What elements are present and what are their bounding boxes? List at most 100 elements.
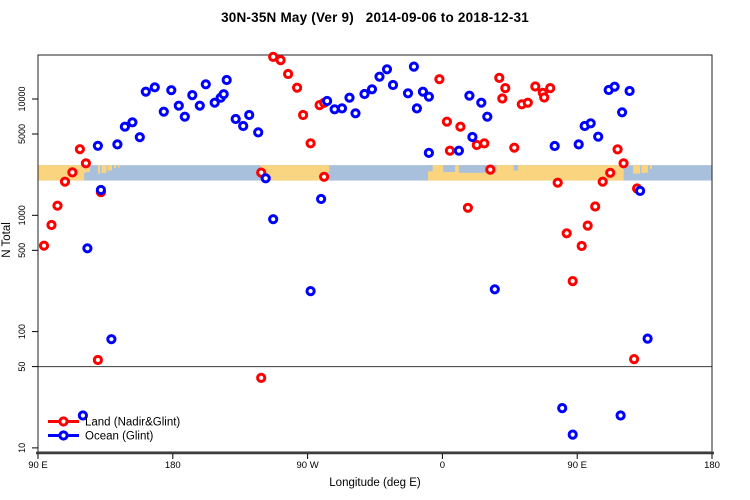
y-axis-title: N Total xyxy=(1,222,13,258)
ocean-data-point xyxy=(464,90,475,101)
y-tick-label: 10 xyxy=(17,443,27,453)
land-data-point xyxy=(38,240,50,251)
ocean-data-point xyxy=(336,103,348,114)
land-data-point xyxy=(509,142,520,153)
ocean-data-point xyxy=(359,88,370,100)
y-tick-label: 10000 xyxy=(17,86,27,111)
ocean-data-point xyxy=(453,145,464,156)
ocean-data-point xyxy=(489,284,500,295)
map-band-ocean-notch xyxy=(428,165,433,172)
legend-label: Ocean (Glint) xyxy=(85,431,154,443)
land-data-point xyxy=(59,176,71,187)
legend-label: Land (Nadir&Glint) xyxy=(85,417,180,429)
map-band-land xyxy=(641,165,648,173)
map-band-ocean-notch xyxy=(443,165,456,173)
land-data-point xyxy=(80,158,92,169)
land-data-point xyxy=(597,176,608,187)
ocean-data-point xyxy=(221,74,232,86)
ocean-data-point xyxy=(567,429,578,440)
land-data-point xyxy=(52,200,63,211)
map-band-ocean-notch xyxy=(458,165,497,173)
ocean-data-point xyxy=(402,88,414,99)
ocean-data-point xyxy=(557,403,568,414)
x-tick-label: 90 E xyxy=(567,460,587,471)
x-tick-label: 0 xyxy=(440,460,445,471)
map-band-land xyxy=(113,165,116,169)
ocean-data-point xyxy=(260,173,271,184)
ocean-data-point xyxy=(134,132,145,143)
map-band-ocean-notch xyxy=(84,172,86,181)
land-data-point xyxy=(522,97,533,108)
land-data-point xyxy=(545,83,556,94)
x-tick-label: 90 W xyxy=(297,460,319,471)
ocean-data-point xyxy=(374,71,385,82)
ocean-data-point xyxy=(423,147,434,158)
y-tick-label: 100 xyxy=(17,324,27,339)
land-data-point xyxy=(567,276,578,287)
ocean-data-point xyxy=(350,108,361,119)
ocean-data-point xyxy=(194,100,205,111)
land-data-point xyxy=(479,138,490,149)
ocean-data-point xyxy=(609,81,620,92)
land-data-point xyxy=(292,82,303,93)
map-band-land xyxy=(265,172,325,177)
ocean-data-point xyxy=(200,79,211,90)
ocean-data-point xyxy=(179,111,190,122)
map-band-land xyxy=(260,165,330,173)
ocean-data-point xyxy=(585,118,596,129)
ocean-data-point xyxy=(617,107,628,118)
ocean-data-point xyxy=(230,113,241,125)
ocean-data-point xyxy=(166,85,177,96)
legend-key-marker xyxy=(58,430,69,441)
ocean-data-point xyxy=(615,410,626,421)
land-data-point xyxy=(455,121,466,132)
land-data-point xyxy=(485,164,496,175)
ocean-data-point xyxy=(218,89,229,100)
land-data-point xyxy=(561,228,572,239)
ocean-data-point xyxy=(316,193,327,205)
map-band-ocean-notch xyxy=(513,165,519,171)
ocean-data-point xyxy=(467,131,478,143)
map-band-land xyxy=(117,165,120,168)
ocean-data-point xyxy=(149,82,160,93)
y-tick-label: 5000 xyxy=(17,124,27,144)
x-tick-label: 180 xyxy=(704,460,720,471)
ocean-data-point xyxy=(411,103,422,114)
y-tick-label: 1000 xyxy=(17,205,27,225)
ocean-data-point xyxy=(635,185,646,196)
ocean-data-point xyxy=(642,333,653,344)
land-data-point xyxy=(444,145,455,156)
ocean-data-point xyxy=(173,100,184,111)
ocean-data-point xyxy=(624,85,635,97)
land-data-point xyxy=(605,167,616,178)
ocean-data-point xyxy=(112,139,123,150)
land-data-point xyxy=(590,201,601,212)
land-data-point xyxy=(319,171,330,182)
ocean-data-point xyxy=(482,111,493,122)
land-data-point xyxy=(305,138,316,149)
ocean-data-point xyxy=(77,410,89,421)
ocean-data-point xyxy=(387,79,399,91)
land-data-point xyxy=(500,83,511,94)
ocean-data-point xyxy=(127,117,138,128)
y-tick-label: 500 xyxy=(17,243,27,258)
ocean-data-point xyxy=(549,140,560,152)
ocean-data-point xyxy=(573,139,584,150)
land-data-point xyxy=(494,72,505,84)
x-tick-label: 180 xyxy=(165,460,181,471)
legend-key-marker xyxy=(58,416,69,427)
ocean-data-point xyxy=(244,109,255,121)
ocean-data-point xyxy=(408,61,419,72)
land-data-point xyxy=(67,167,78,178)
land-data-point xyxy=(497,93,508,104)
land-data-point xyxy=(441,116,452,127)
ocean-data-point xyxy=(140,86,151,97)
x-axis-title: Longitude (deg E) xyxy=(329,477,421,489)
land-data-point xyxy=(92,354,104,366)
land-data-point xyxy=(298,109,309,121)
ocean-data-point xyxy=(106,334,117,345)
y-tick-label: 50 xyxy=(17,362,27,372)
ocean-data-point xyxy=(344,92,355,103)
land-data-point xyxy=(629,354,640,365)
land-data-point xyxy=(612,144,623,155)
